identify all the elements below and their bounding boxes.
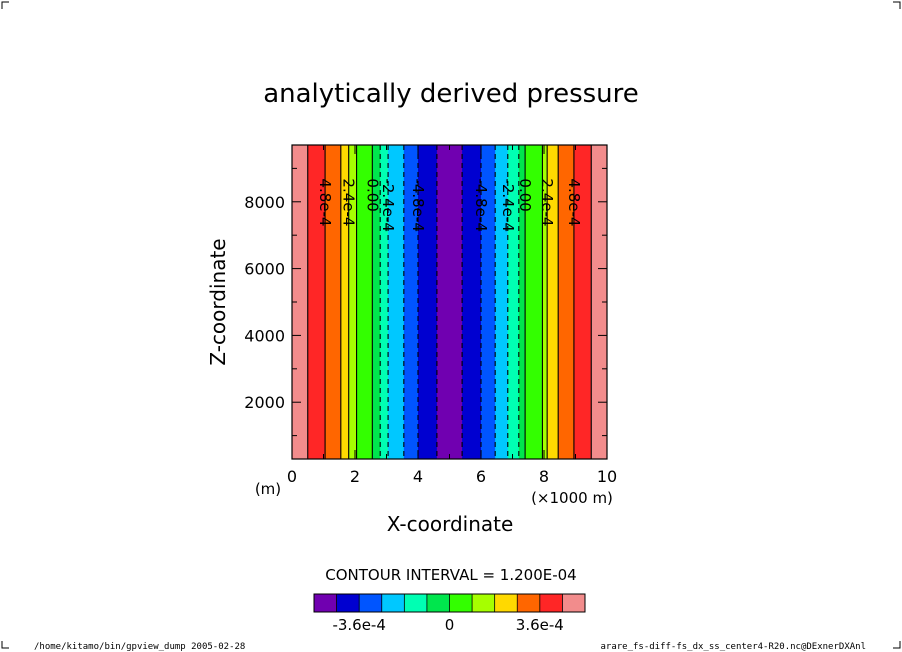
footer-right: arare_fs-diff-fs_dx_ss_center4-R20.nc@DE… [600,642,866,652]
band-14 [495,145,509,459]
band-3 [340,145,350,459]
colorbar-swatch-3 [381,594,405,612]
crop-mark-top-right [893,1,901,9]
x-tick-label-5: 10 [597,467,617,486]
band-4 [348,145,357,459]
band-8 [388,145,405,459]
band-7 [380,145,389,459]
contour-interval-text: CONTOUR INTERVAL = 1.200E-04 [325,566,576,584]
crop-mark-bottom-left [1,641,9,649]
band-17 [525,145,543,459]
colorbar-labels: -3.6e-4 0 3.6e-4 [332,616,563,634]
band-12 [462,145,482,459]
crop-mark-top-left [1,1,9,9]
colorbar-swatch-8 [494,594,518,612]
band-22 [591,145,608,459]
colorbar-tick-label-1: 0 [445,616,455,634]
band-20 [558,145,575,459]
band-13 [481,145,496,459]
contour-label-7: 0.00 [516,178,534,211]
band-10 [418,145,438,459]
band-19 [547,145,559,459]
band-21 [573,145,592,459]
contour-label-9: 4.8e-4 [565,178,583,226]
band-6 [372,145,381,459]
contour-label-5: -4.8e-4 [472,178,490,231]
colorbar-swatch-6 [449,594,473,612]
band-15 [507,145,520,459]
colorbar-tick-label-2: 3.6e-4 [516,616,564,634]
x-axis-ticks: 0 2 4 6 8 10 [287,145,617,486]
colorbar-swatch-11 [562,594,586,612]
plot-bands [292,145,608,459]
x-tick-label-4: 8 [539,467,549,486]
y-axis-ticks: 2000 4000 6000 8000 [244,167,607,437]
colorbar-swatch-1 [336,594,360,612]
contour-label-3: -2.4e-4 [379,178,397,231]
y-tick-label-1: 4000 [244,326,285,345]
colorbar [313,593,586,613]
band-11 [436,145,463,459]
contour-label-4: -4.8e-4 [409,178,427,231]
band-2 [325,145,342,459]
band-5 [356,145,373,459]
colorbar-swatch-2 [359,594,383,612]
x-unit-left: (m) [255,480,281,498]
band-18 [542,145,548,459]
band-0 [292,145,309,459]
colorbar-swatch-5 [426,594,450,612]
colorbar-tick-label-0: -3.6e-4 [332,616,385,634]
x-tick-label-3: 6 [476,467,486,486]
colorbar-swatch-9 [517,594,541,612]
y-tick-label-2: 6000 [244,260,285,279]
x-tick-label-2: 4 [413,467,423,486]
contour-label-1: 2.4e-4 [340,178,358,226]
x-tick-label-0: 0 [287,467,297,486]
x-tick-label-1: 2 [350,467,360,486]
colorbar-swatch-4 [404,594,428,612]
contour-label-8: 2.4e-4 [538,178,556,226]
plot-contours [307,145,592,459]
colorbar-swatch-7 [472,594,495,612]
chart-title: analytically derived pressure [263,79,639,109]
y-tick-label-0: 2000 [244,393,285,412]
x-axis-label: X-coordinate [387,512,514,536]
crop-mark-bottom-right [893,641,901,649]
plot-contour-labels: 4.8e-4 2.4e-4 0.00-2.4e-4 -4.8e-4 -4.8e-4 -2.… [316,178,583,231]
contour-label-0: 4.8e-4 [316,178,334,226]
band-1 [307,145,326,459]
y-axis-label: Z-coordinate [206,238,230,365]
footer-left: /home/kitamo/bin/gpview_dump 2005-02-28 [34,642,245,652]
contour-label-2: 0.00 [363,178,381,211]
colorbar-swatch-10 [539,594,563,612]
band-16 [518,145,526,459]
x-unit-right: (×1000 m) [531,489,613,507]
y-tick-label-3: 8000 [244,193,285,212]
band-9 [403,145,419,459]
colorbar-swatch-0 [314,594,337,612]
contour-label-6: -2.4e-4 [499,178,517,231]
